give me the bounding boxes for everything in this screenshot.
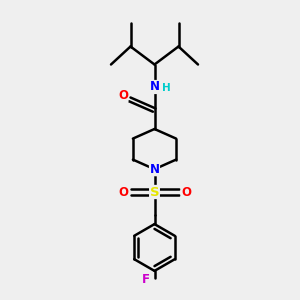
Text: N: N [149,163,160,176]
Text: O: O [118,88,128,102]
Text: S: S [150,185,159,199]
Text: O: O [118,185,128,199]
Text: H: H [161,83,170,94]
Text: N: N [149,80,160,94]
Text: O: O [181,185,191,199]
Text: F: F [142,273,150,286]
